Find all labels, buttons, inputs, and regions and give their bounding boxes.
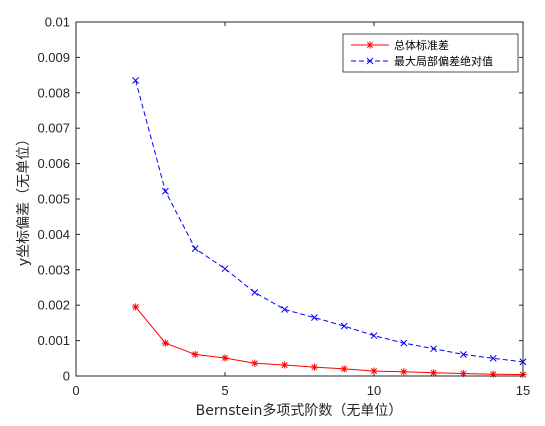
data-point (340, 365, 348, 373)
data-point (310, 363, 318, 371)
data-point (489, 354, 497, 362)
y-tick-label: 0.002 (37, 298, 70, 313)
x-tick-label: 0 (72, 383, 79, 398)
data-point (132, 303, 140, 311)
y-tick-label: 0.003 (37, 262, 70, 277)
plot-frame (75, 21, 524, 377)
data-point (161, 187, 169, 195)
data-point (310, 314, 318, 322)
data-point (459, 350, 467, 358)
x-axis-label: Bernstein多项式阶数（无单位） (196, 402, 403, 419)
data-point (281, 361, 289, 369)
data-point (340, 322, 348, 330)
data-point (400, 368, 408, 376)
legend-label: 最大局部偏差绝对值 (394, 54, 493, 68)
data-point (161, 339, 169, 347)
series-2 (132, 76, 527, 366)
y-tick-label: 0.01 (45, 15, 70, 30)
y-tick-label: 0.001 (37, 333, 70, 348)
legend-box (342, 33, 519, 73)
x-tick-label: 15 (516, 383, 530, 398)
y-axis-label: y坐标偏差（无单位） (16, 132, 32, 266)
plot-area (76, 22, 523, 376)
y-tick-label: 0.006 (37, 156, 70, 171)
y-tick-label: 0.007 (37, 121, 70, 136)
data-point (430, 369, 438, 377)
legend-marker (366, 57, 374, 65)
series-line (135, 306, 524, 376)
data-point (251, 289, 259, 296)
legend-marker (366, 41, 374, 49)
data-point (221, 265, 229, 273)
data-point (221, 354, 229, 362)
data-point (191, 350, 199, 359)
y-tick-label: 0.005 (37, 192, 70, 207)
y-tick-label: 0 (63, 369, 70, 384)
data-point (430, 345, 438, 353)
data-point (400, 339, 408, 347)
y-tick-label: 0.008 (37, 85, 70, 100)
data-point (132, 76, 140, 84)
axis-ticks: 0 0.001 0.002 0.003 0.004 0.005 0.006 0.007 0.00… (37, 15, 530, 399)
x-tick-label: 5 (221, 383, 228, 398)
data-point (489, 370, 497, 378)
x-tick-label: 10 (367, 383, 381, 398)
legend-label: 总体标准差 (394, 38, 449, 52)
series-line (135, 80, 524, 363)
data-point (370, 332, 378, 340)
data-point (370, 367, 378, 375)
data-point (281, 306, 289, 313)
data-point (191, 245, 199, 252)
data-point (251, 359, 259, 367)
y-tick-label: 0.004 (37, 227, 70, 242)
y-tick-label: 0.009 (37, 50, 70, 65)
